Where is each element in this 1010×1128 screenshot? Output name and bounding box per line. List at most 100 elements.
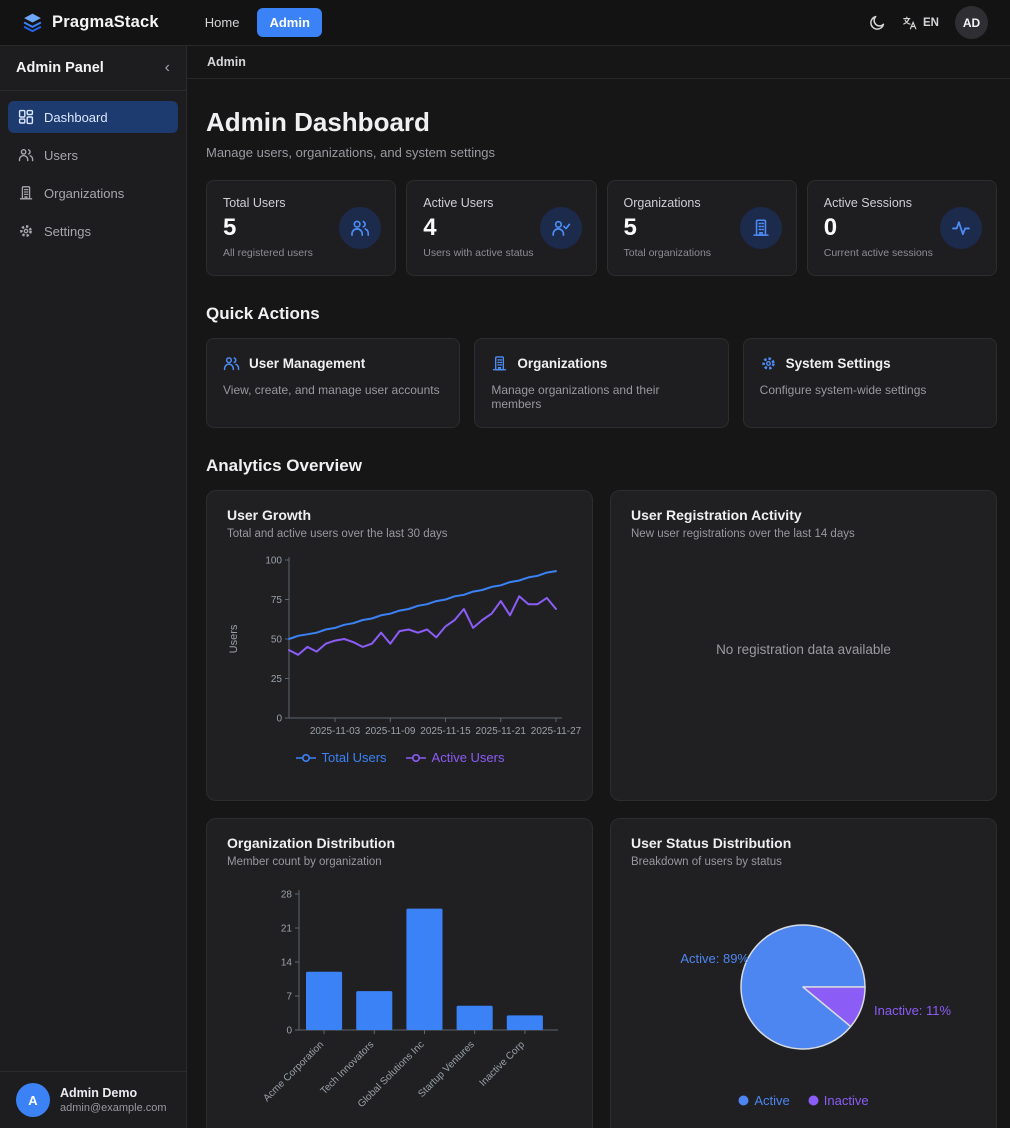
- svg-text:Users: Users: [228, 624, 240, 653]
- svg-text:Active: 89%: Active: 89%: [680, 951, 749, 966]
- chart-subtitle: Breakdown of users by status: [631, 856, 782, 869]
- user-status-pie-chart: Active: 89% Inactive: 11%: [631, 880, 976, 1085]
- building-icon: [491, 355, 508, 372]
- sidebar-user-name: Admin Demo: [60, 1086, 138, 1100]
- charts-grid: User Growth Total and active users over …: [206, 490, 997, 1128]
- user-check-icon: [539, 207, 582, 250]
- sidebar-item-label: Settings: [44, 223, 91, 239]
- users-icon: [223, 355, 240, 372]
- user-status-legend: Active Inactive: [631, 1093, 976, 1108]
- moon-icon: [869, 14, 886, 31]
- chart-subtitle: New user registrations over the last 14 …: [631, 528, 855, 541]
- gear-icon: [18, 223, 34, 239]
- sidebar-title: Admin Panel: [16, 60, 104, 76]
- quick-actions-heading: Quick Actions: [206, 304, 320, 324]
- svg-text:28: 28: [281, 890, 293, 901]
- theme-toggle-button[interactable]: [869, 14, 886, 31]
- action-card-system-settings[interactable]: System Settings Configure system-wide se…: [742, 338, 997, 429]
- sidebar-user-avatar: A: [16, 1083, 50, 1117]
- svg-text:7: 7: [286, 992, 292, 1003]
- action-title: User Management: [249, 356, 366, 372]
- sidebar-header: Admin Panel ‹: [0, 46, 186, 91]
- stat-card-organizations: Organizations 5 Total organizations: [606, 180, 797, 277]
- svg-text:Inactive Corp: Inactive Corp: [478, 1039, 528, 1089]
- svg-text:Tech Innovators: Tech Innovators: [319, 1039, 377, 1097]
- activity-icon: [940, 207, 982, 250]
- empty-chart-message: No registration data available: [716, 641, 891, 657]
- action-description: View, create, and manage user accounts: [223, 383, 440, 398]
- sidebar-item-users[interactable]: Users: [8, 139, 178, 171]
- navbar-right: EN AD: [869, 6, 988, 39]
- user-growth-card: User Growth Total and active users over …: [206, 490, 593, 802]
- building-icon: [18, 185, 34, 201]
- action-card-user-management[interactable]: User Management View, create, and manage…: [206, 338, 461, 429]
- page-title: Admin Dashboard: [206, 107, 430, 138]
- sidebar-item-settings[interactable]: Settings: [8, 215, 178, 247]
- quick-actions-grid: User Management View, create, and manage…: [206, 338, 997, 429]
- translate-icon: [902, 15, 918, 31]
- sidebar-item-label: Dashboard: [44, 109, 108, 125]
- sidebar-user-email: admin@example.com: [60, 1102, 167, 1114]
- chart-title: Organization Distribution: [227, 835, 395, 852]
- chart-title: User Status Distribution: [631, 835, 792, 852]
- svg-text:Acme Corporation: Acme Corporation: [261, 1039, 326, 1104]
- sidebar-item-dashboard[interactable]: Dashboard: [8, 101, 178, 133]
- user-growth-legend: Total Users Active Users: [227, 750, 572, 765]
- building-icon: [739, 207, 782, 250]
- sidebar-user[interactable]: A Admin Demo admin@example.com: [0, 1071, 186, 1128]
- stat-label: Active Sessions: [823, 196, 912, 211]
- stat-description: Current active sessions: [823, 247, 933, 260]
- svg-text:2025-11-27: 2025-11-27: [531, 726, 582, 737]
- page-subtitle: Manage users, organizations, and system …: [206, 145, 496, 161]
- nav-link-home[interactable]: Home: [204, 15, 240, 30]
- main-content: Admin Admin Dashboard Manage users, orga…: [187, 46, 1010, 1128]
- svg-text:75: 75: [271, 595, 283, 606]
- user-status-card: User Status Distribution Breakdown of us…: [610, 818, 997, 1128]
- sidebar-nav: Dashboard Users: [0, 91, 186, 257]
- nav-link-admin[interactable]: Admin: [257, 8, 322, 37]
- chart-subtitle: Member count by organization: [227, 856, 382, 869]
- main-nav: Home Admin: [193, 8, 322, 37]
- analytics-heading: Analytics Overview: [206, 456, 362, 476]
- svg-text:2025-11-21: 2025-11-21: [476, 726, 527, 737]
- sidebar-item-label: Organizations: [44, 185, 125, 201]
- gear-icon: [760, 355, 777, 372]
- registration-activity-card: User Registration Activity New user regi…: [610, 490, 997, 802]
- action-title: System Settings: [785, 356, 891, 372]
- brand[interactable]: PragmaStack: [22, 12, 159, 33]
- action-card-organizations[interactable]: Organizations Manage organizations and t…: [474, 338, 729, 429]
- sidebar-item-organizations[interactable]: Organizations: [8, 177, 178, 209]
- stat-description: Users with active status: [423, 247, 534, 260]
- stat-value: 5: [623, 214, 637, 242]
- language-selector[interactable]: EN: [902, 15, 939, 31]
- stat-value: 0: [823, 214, 838, 242]
- stat-value: 5: [223, 214, 237, 242]
- stat-card-active-sessions: Active Sessions 0 Current active session…: [806, 180, 997, 277]
- organization-bar-chart: 0 7 14 21 28 Acme Corporation Tech Innovators G…: [227, 880, 572, 1122]
- brand-name: PragmaStack: [52, 13, 159, 31]
- stat-card-active-users: Active Users 4 Users with active status: [406, 180, 597, 277]
- svg-text:2025-11-03: 2025-11-03: [310, 726, 361, 737]
- svg-text:Inactive: 11%: Inactive: 11%: [874, 1003, 952, 1018]
- svg-text:100: 100: [265, 556, 282, 567]
- svg-text:2025-11-15: 2025-11-15: [420, 726, 471, 737]
- user-growth-line-chart: 0 25 50 75 100 2025-11-03 2025-11-09 2025-11-15…: [227, 552, 582, 742]
- users-icon: [18, 147, 34, 163]
- action-title: Organizations: [517, 356, 608, 372]
- users-icon: [339, 207, 382, 250]
- chart-title: User Registration Activity: [631, 507, 802, 524]
- sidebar-collapse-button[interactable]: ‹: [164, 59, 170, 76]
- organization-distribution-card: Organization Distribution Member count b…: [206, 818, 593, 1128]
- svg-text:Startup Ventures: Startup Ventures: [416, 1039, 476, 1099]
- stat-value: 4: [423, 214, 437, 242]
- user-avatar[interactable]: AD: [955, 6, 988, 39]
- chart-title: User Growth: [227, 507, 312, 524]
- svg-text:2025-11-09: 2025-11-09: [365, 726, 416, 737]
- svg-text:0: 0: [276, 714, 282, 725]
- stat-description: All registered users: [223, 247, 313, 260]
- stat-card-total-users: Total Users 5 All registered users: [206, 180, 397, 277]
- stats-grid: Total Users 5 All registered users Activ…: [206, 180, 997, 277]
- stat-label: Total Users: [223, 196, 286, 211]
- svg-text:50: 50: [271, 635, 283, 646]
- top-navbar: PragmaStack Home Admin EN AD: [0, 0, 1010, 46]
